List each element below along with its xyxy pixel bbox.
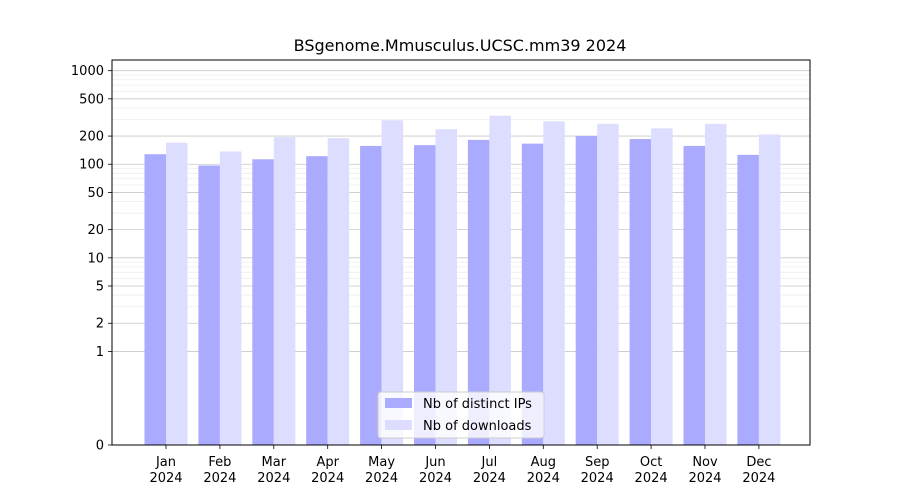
- bar-downloads: [435, 129, 457, 446]
- bar-downloads: [219, 151, 242, 446]
- x-tick-label-year: 2024: [688, 471, 721, 486]
- bar-downloads: [758, 134, 781, 445]
- bar-downloads: [597, 123, 619, 445]
- y-tick-label: 1: [96, 345, 104, 360]
- y-tick-label: 0: [96, 439, 104, 454]
- bar-distinct-ips: [467, 139, 490, 445]
- x-tick-label-month: Dec: [746, 455, 771, 470]
- y-tick-label: 5: [96, 280, 104, 295]
- y-tick-label: 50: [87, 186, 104, 201]
- bar-distinct-ips: [306, 156, 328, 445]
- x-tick-label-year: 2024: [581, 471, 614, 486]
- bar-distinct-ips: [575, 136, 598, 446]
- x-tick-label-month: Jun: [424, 455, 445, 470]
- bars: [144, 115, 781, 446]
- x-tick-label-year: 2024: [742, 471, 775, 486]
- y-tick-label: 100: [79, 158, 104, 173]
- y-tick-label: 1000: [71, 64, 104, 79]
- x-tick-label-year: 2024: [527, 471, 560, 486]
- y-tick-label: 2: [96, 317, 104, 332]
- chart-title: BSgenome.Mmusculus.UCSC.mm39 2024: [294, 36, 627, 55]
- x-tick-label-month: Mar: [262, 455, 287, 470]
- x-tick-label-year: 2024: [635, 471, 668, 486]
- bar-downloads: [273, 137, 296, 445]
- x-tick-label-year: 2024: [149, 471, 182, 486]
- bar-distinct-ips: [629, 139, 652, 445]
- x-tick-label-year: 2024: [365, 471, 398, 486]
- x-tick-label-year: 2024: [311, 471, 344, 486]
- plot-frame: [111, 59, 811, 446]
- x-tick-label-month: Aug: [531, 455, 556, 470]
- x-tick-label-month: Nov: [692, 455, 718, 470]
- x-tick-label-year: 2024: [473, 471, 506, 486]
- x-tick-label-year: 2024: [257, 471, 290, 486]
- legend-frame: [377, 391, 545, 439]
- bar-downloads: [705, 123, 727, 445]
- bar-distinct-ips: [144, 154, 166, 446]
- bar-distinct-ips: [198, 165, 220, 446]
- bar-downloads: [543, 121, 565, 445]
- x-tick-label-month: Sep: [585, 455, 610, 470]
- bar-distinct-ips: [737, 154, 759, 445]
- x-tick-label-year: 2024: [419, 471, 452, 486]
- y-tick-label: 200: [79, 130, 104, 145]
- y-tick-label: 10: [87, 251, 104, 266]
- bar-downloads: [327, 138, 350, 446]
- legend-swatch-ips: [385, 398, 412, 408]
- bar-distinct-ips: [360, 145, 382, 445]
- bar-distinct-ips: [683, 145, 705, 445]
- x-tick-label-month: May: [368, 455, 395, 470]
- y-tick-label: 20: [87, 223, 104, 238]
- bar-downloads: [651, 128, 673, 445]
- bar-distinct-ips: [414, 145, 436, 445]
- x-tick-label-year: 2024: [203, 471, 236, 486]
- legend-label-ips: Nb of distinct IPs: [423, 397, 532, 412]
- bar-downloads: [381, 120, 404, 445]
- x-tick-label-month: Feb: [208, 455, 231, 470]
- x-tick-label-month: Jan: [155, 455, 176, 470]
- axes: 01251020501002005001000Jan2024Feb2024Mar…: [71, 64, 776, 486]
- legend-label-downloads: Nb of downloads: [423, 419, 532, 434]
- bar-downloads: [489, 115, 511, 445]
- y-tick-label: 500: [79, 92, 104, 107]
- legend: Nb of distinct IPs Nb of downloads: [377, 391, 545, 439]
- bar-distinct-ips: [252, 159, 274, 446]
- x-tick-label-month: Jul: [481, 455, 498, 470]
- x-tick-label-month: Apr: [316, 455, 339, 470]
- bar-downloads: [166, 142, 188, 445]
- bar-distinct-ips: [521, 143, 544, 445]
- legend-swatch-downloads: [385, 420, 412, 430]
- x-tick-label-month: Oct: [640, 455, 662, 470]
